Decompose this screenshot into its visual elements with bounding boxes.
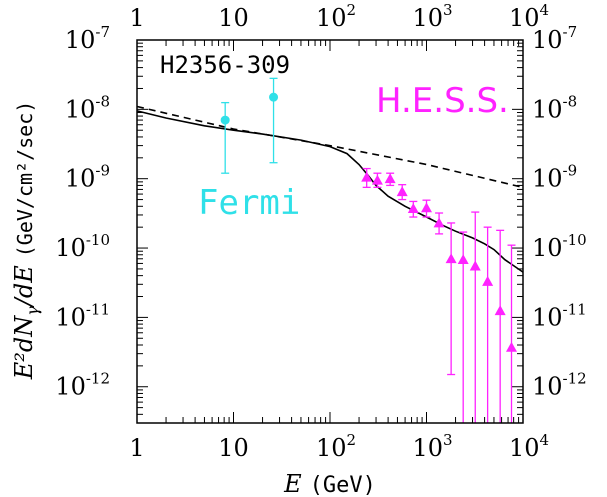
x-tick-label-top: 102 <box>316 1 356 32</box>
data-point-hess <box>421 202 432 213</box>
data-point-hess <box>505 341 517 352</box>
x-tick-label: 102 <box>316 431 356 462</box>
y-tick-label: 10-12 <box>55 370 110 401</box>
y-tick-label-right: 10-9 <box>532 162 577 193</box>
data-point-hess <box>457 254 469 265</box>
y-tick-label-right: 10-10 <box>532 231 587 262</box>
x-tick-label: 1 <box>129 434 144 462</box>
annotation-hess: H.E.S.S. <box>376 81 509 121</box>
x-tick-label-top: 103 <box>412 1 452 32</box>
y-axis-label-tail: /dE <box>10 265 38 308</box>
y-tick-label: 10-7 <box>65 23 110 54</box>
annotation-fermi: Fermi <box>198 183 300 223</box>
data-point-hess <box>469 260 481 271</box>
data-point-hess <box>482 275 494 286</box>
y-tick-label-right: 10-7 <box>532 23 577 54</box>
y-tick-label: 10-10 <box>55 231 110 262</box>
y-axis-label: E²dNγ/dE (GeV/cm²/sec) <box>10 101 42 381</box>
x-tick-label: 10 <box>218 434 249 462</box>
data-point-hess <box>494 305 506 316</box>
x-tick-label-top: 10 <box>218 4 249 32</box>
data-point-hess <box>407 203 419 214</box>
data-point-hess <box>445 253 457 264</box>
data-point-hess <box>361 171 373 182</box>
y-tick-label: 10-9 <box>65 162 110 193</box>
x-axis-label: E (GeV) <box>283 470 376 497</box>
data-point-hess <box>384 173 396 184</box>
model-curve-solid <box>136 110 524 273</box>
x-axis-label-var: E <box>283 470 302 497</box>
plot-frame <box>136 39 524 424</box>
data-point-hess <box>433 217 445 228</box>
model-curve-dashed <box>136 105 524 189</box>
x-tick-label-top: 1 <box>129 4 144 32</box>
data-point-fermi <box>269 92 279 102</box>
y-tick-label-right: 10-12 <box>532 370 587 401</box>
y-tick-label: 10-8 <box>65 92 110 123</box>
y-axis-label-sub: γ <box>23 306 42 316</box>
x-axis-label-unit: (GeV) <box>310 473 376 497</box>
data-point-hess <box>396 186 408 197</box>
x-tick-label-top: 104 <box>509 1 549 32</box>
x-tick-label: 104 <box>509 431 549 462</box>
x-tick-label: 103 <box>412 431 452 462</box>
data-point-fermi <box>220 115 230 125</box>
y-tick-label-right: 10-11 <box>532 300 587 331</box>
y-tick-label: 10-11 <box>55 300 110 331</box>
y-axis-label-unit: (GeV/cm²/sec) <box>13 101 37 258</box>
y-tick-label-right: 10-8 <box>532 92 577 123</box>
y-axis-label-expr: E²dN <box>10 315 38 381</box>
data-point-hess <box>371 174 383 185</box>
chart-title: H2356-309 <box>160 51 290 79</box>
